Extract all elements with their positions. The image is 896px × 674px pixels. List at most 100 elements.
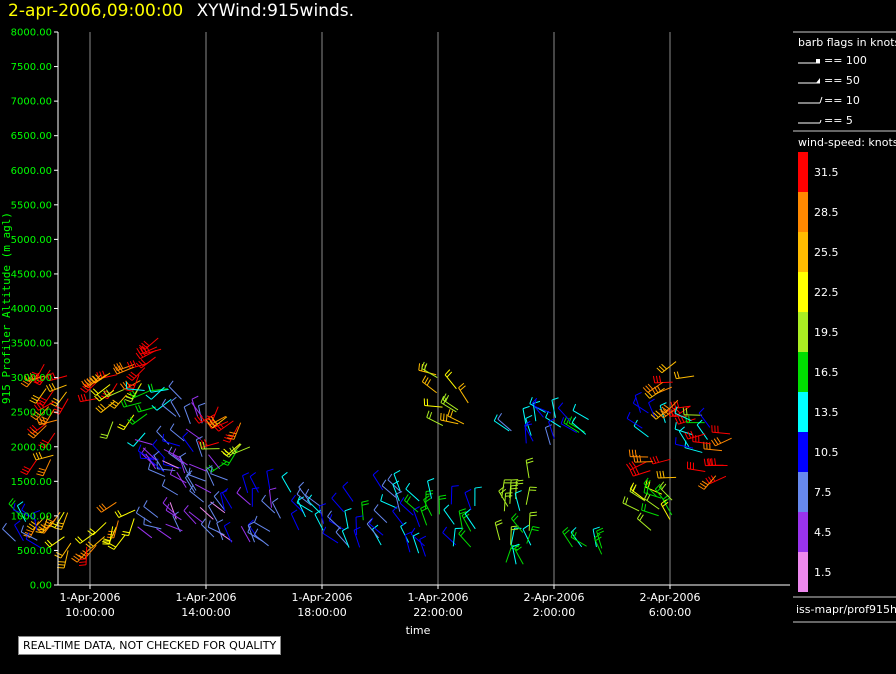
wind-barb — [622, 496, 640, 512]
barb-flag — [688, 415, 691, 423]
barb-flag — [522, 524, 530, 530]
wind-barb — [251, 487, 260, 507]
wind-barb — [685, 415, 705, 424]
legend-barb-flag — [816, 78, 820, 83]
wind-barb — [298, 481, 310, 502]
barb-flag — [625, 497, 629, 505]
barb-shaft — [380, 500, 398, 509]
barb-flag — [709, 458, 712, 466]
barb-flag — [57, 564, 65, 566]
barb-flag — [91, 375, 97, 382]
barb-flag — [662, 501, 669, 507]
wind-barb — [421, 375, 437, 394]
chart-header: 2-apr-2006,09:00:00 XYWind:915winds. — [8, 1, 354, 21]
barb-flag — [114, 511, 120, 518]
barb-flag — [113, 364, 118, 371]
y-tick-label: 6500.00 — [11, 131, 52, 142]
barb-flag — [33, 510, 41, 514]
barb-flag — [646, 494, 651, 501]
barb-flag — [79, 558, 87, 561]
barb-flag — [10, 500, 16, 507]
barb-flag — [661, 483, 667, 490]
wind-barb — [522, 405, 530, 427]
barb-flag — [636, 512, 642, 519]
speed-legend-title: wind-speed: knots — [798, 136, 896, 149]
wind-barb — [113, 362, 135, 372]
barb-flag — [102, 541, 110, 545]
wind-barb — [213, 420, 234, 432]
barb-flag — [663, 404, 670, 410]
barb-shaft — [318, 506, 325, 524]
barb-flag — [366, 518, 373, 525]
barb-flag — [499, 488, 507, 494]
wind-barb — [412, 506, 421, 528]
barb-flag — [458, 528, 464, 535]
wind-barb — [79, 546, 88, 567]
wind-barb — [327, 510, 341, 530]
barb-flag — [423, 495, 430, 501]
barb-shaft — [220, 493, 226, 511]
wind-barb — [544, 424, 552, 445]
barb-flag — [655, 455, 660, 463]
wind-barb — [626, 411, 643, 429]
barb-flag — [458, 382, 465, 389]
barb-flag — [95, 374, 101, 381]
barb-shaft — [412, 535, 420, 554]
wind-barb — [36, 390, 54, 406]
barb-flag — [210, 416, 216, 423]
wind-barb — [341, 526, 350, 548]
barb-flag — [515, 546, 522, 552]
wind-barb — [342, 481, 354, 502]
wind-barb — [135, 506, 152, 524]
barb-flag — [355, 515, 363, 518]
wind-barb — [642, 381, 664, 393]
barb-flag — [39, 417, 43, 425]
barb-flag — [127, 419, 133, 425]
speed-legend-label: 13.5 — [814, 406, 839, 419]
wind-barb — [207, 501, 218, 522]
wind-barb — [399, 497, 414, 516]
barb-flag — [135, 506, 140, 514]
barb-flag — [404, 494, 409, 501]
barb-flag — [659, 470, 662, 478]
barb-flag — [516, 482, 524, 485]
barb-flag — [392, 480, 400, 485]
barb-flag — [140, 349, 146, 357]
quality-warning-label: REAL-TIME DATA, NOT CHECKED FOR QUALITY — [18, 636, 282, 655]
speed-legend-label: 16.5 — [814, 366, 839, 379]
barb-flag — [421, 361, 425, 369]
barb-flag — [24, 374, 28, 382]
barb-flag — [373, 504, 379, 511]
barb-flag — [531, 528, 539, 532]
barb-flag — [703, 458, 706, 466]
barb-shaft — [25, 538, 42, 549]
barb-shaft — [247, 525, 256, 543]
wind-barb — [633, 454, 653, 463]
barb-flag — [143, 500, 148, 507]
barb-flag — [28, 377, 36, 381]
barb-flag — [183, 504, 189, 512]
wind-barb — [522, 524, 532, 546]
barb-flag — [82, 550, 89, 555]
barb-shaft — [571, 422, 587, 435]
wind-barb — [674, 406, 692, 422]
barb-flag — [512, 543, 520, 548]
barb-flag — [296, 496, 301, 504]
barb-flag — [143, 346, 148, 354]
barb-flag — [464, 488, 472, 494]
barb-flag — [497, 412, 503, 420]
barb-flag — [242, 472, 250, 477]
barb-flag — [83, 393, 87, 401]
barb-flag — [208, 417, 214, 424]
barb-flag — [633, 419, 638, 427]
barb-flag — [684, 432, 689, 440]
barb-flag — [73, 555, 80, 561]
barb-shaft — [524, 425, 534, 442]
barb-flag — [659, 481, 665, 488]
barb-shaft — [387, 479, 402, 493]
barb-flag — [404, 531, 412, 536]
barb-flag — [88, 377, 95, 384]
barb-flag — [393, 470, 401, 475]
barb-flag — [660, 499, 667, 505]
wind-barb — [368, 517, 384, 536]
